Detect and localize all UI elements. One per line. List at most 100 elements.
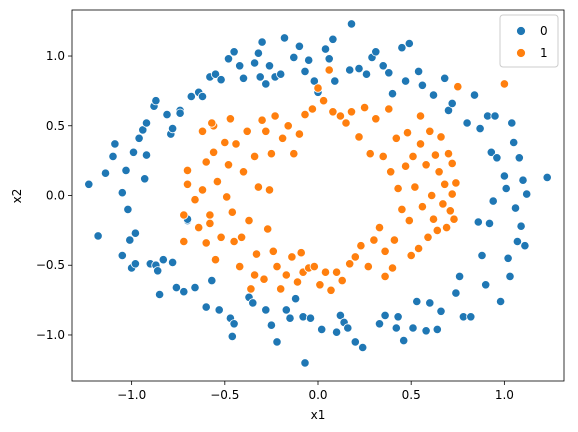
point-series-0-100 xyxy=(397,43,407,53)
point-series-0-144 xyxy=(520,241,530,251)
point-series-0-89 xyxy=(358,342,368,353)
point-series-0-142 xyxy=(516,221,526,231)
point-series-1-80 xyxy=(393,183,403,194)
point-series-0-123 xyxy=(475,124,485,134)
point-series-0-138 xyxy=(509,137,519,148)
point-series-0-46 xyxy=(227,331,237,341)
y-tick-label: −1.0 xyxy=(36,328,65,342)
point-series-1-31 xyxy=(253,182,263,192)
point-series-0-68 xyxy=(294,41,304,51)
point-series-0-133 xyxy=(499,171,509,181)
point-series-1-39 xyxy=(272,261,282,272)
point-series-0-33 xyxy=(186,91,196,102)
point-series-0-101 xyxy=(399,335,409,346)
point-series-0-88 xyxy=(354,64,364,74)
point-series-1-59 xyxy=(331,267,342,277)
point-series-1-51 xyxy=(307,104,317,114)
point-series-0-71 xyxy=(300,358,310,368)
point-series-0-148 xyxy=(130,228,140,238)
point-series-0-40 xyxy=(210,69,221,79)
point-series-1-94 xyxy=(428,214,439,224)
point-series-0-62 xyxy=(276,69,286,79)
point-series-1-24 xyxy=(237,232,247,242)
point-series-1-93 xyxy=(427,190,437,201)
point-series-0-29 xyxy=(175,108,185,118)
point-series-0-61 xyxy=(272,337,282,347)
point-series-0-66 xyxy=(289,52,299,63)
point-series-0-77 xyxy=(320,44,331,54)
point-series-1-69 xyxy=(363,261,373,272)
point-series-1-119 xyxy=(406,250,416,261)
point-series-1-45 xyxy=(289,149,299,159)
point-series-1-57 xyxy=(324,65,334,75)
point-series-0-102 xyxy=(400,76,411,86)
point-series-0-94 xyxy=(378,61,388,71)
point-series-0-2 xyxy=(100,168,111,178)
point-series-1-116 xyxy=(264,185,275,195)
point-series-0-143 xyxy=(518,175,528,185)
point-series-0-141 xyxy=(514,153,524,163)
point-series-1-90 xyxy=(421,160,431,170)
point-series-1-91 xyxy=(423,232,433,242)
point-series-0-34 xyxy=(190,282,200,293)
x-tick-label: 0.0 xyxy=(308,388,327,402)
point-series-0-132 xyxy=(495,296,506,307)
point-series-0-26 xyxy=(168,257,178,267)
point-series-1-63 xyxy=(345,259,355,269)
point-series-1-73 xyxy=(374,223,385,233)
point-series-1-55 xyxy=(318,96,329,106)
point-series-0-56 xyxy=(261,305,271,315)
point-series-0-124 xyxy=(477,250,487,261)
point-series-0-145 xyxy=(522,189,532,199)
point-series-0-115 xyxy=(447,98,457,109)
point-series-0-85 xyxy=(345,65,355,75)
point-series-1-96 xyxy=(432,225,442,235)
point-series-0-81 xyxy=(331,327,342,337)
point-series-0-57 xyxy=(261,79,271,89)
point-series-1-84 xyxy=(404,216,414,226)
plot-area xyxy=(71,9,565,382)
legend-box xyxy=(499,14,559,68)
point-series-0-67 xyxy=(290,294,301,304)
point-series-1-72 xyxy=(371,114,381,124)
point-series-0-122 xyxy=(473,217,483,227)
point-series-0-109 xyxy=(425,298,435,308)
point-series-1-88 xyxy=(415,139,426,149)
point-series-1-118 xyxy=(296,248,306,258)
point-series-0-134 xyxy=(501,183,511,194)
point-series-1-66 xyxy=(354,132,364,142)
point-series-0-86 xyxy=(346,19,357,29)
point-series-0-69 xyxy=(298,312,308,322)
point-series-0-104 xyxy=(408,323,418,333)
point-series-0-117 xyxy=(454,271,465,281)
point-series-1-99 xyxy=(438,199,448,209)
point-series-0-90 xyxy=(361,69,372,79)
point-series-0-14 xyxy=(141,150,152,160)
point-series-0-36 xyxy=(197,91,208,102)
point-series-0-111 xyxy=(432,324,442,334)
point-series-1-7 xyxy=(201,157,211,167)
point-series-0-45 xyxy=(229,319,239,329)
legend: 0 1 xyxy=(499,14,559,68)
points-layer xyxy=(84,19,552,368)
point-series-0-23 xyxy=(162,110,172,120)
point-series-0-5 xyxy=(117,188,127,198)
point-series-0-108 xyxy=(421,326,431,336)
point-series-0-70 xyxy=(300,66,310,77)
point-series-0-125 xyxy=(481,280,491,290)
point-series-0-79 xyxy=(328,34,338,44)
point-series-1-68 xyxy=(359,103,370,113)
point-series-0-27 xyxy=(171,282,181,293)
point-series-0-72 xyxy=(304,55,314,65)
point-series-0-52 xyxy=(250,58,260,68)
point-series-1-22 xyxy=(231,139,241,149)
point-series-0-106 xyxy=(413,66,424,77)
point-series-0-146 xyxy=(542,172,552,182)
y-tick-label: −0.5 xyxy=(36,258,65,272)
point-series-1-82 xyxy=(400,161,411,171)
point-series-1-32 xyxy=(257,115,267,125)
point-series-1-117 xyxy=(326,285,336,295)
point-series-1-47 xyxy=(294,129,304,139)
point-series-0-10 xyxy=(130,259,140,269)
